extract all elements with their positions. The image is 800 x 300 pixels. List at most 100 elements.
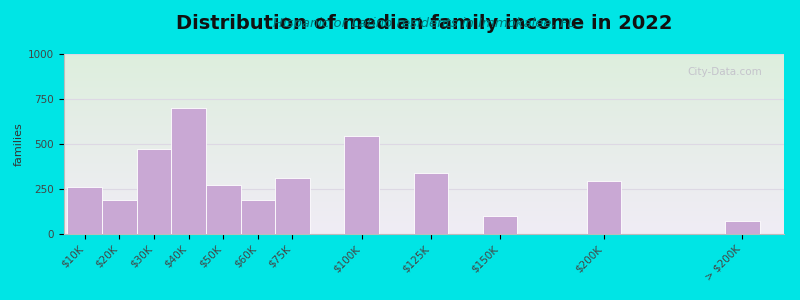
Bar [64, 157, 784, 158]
Bar [64, 179, 784, 180]
Bar [275, 178, 310, 234]
Bar [64, 174, 784, 175]
Bar [64, 226, 784, 227]
Bar [64, 76, 784, 77]
Bar [64, 64, 784, 65]
Bar [64, 213, 784, 214]
Bar [64, 194, 784, 195]
Bar [64, 199, 784, 200]
Bar [64, 99, 784, 100]
Bar [64, 229, 784, 230]
Bar [64, 69, 784, 70]
Bar [64, 220, 784, 221]
Bar [64, 82, 784, 83]
Bar [64, 141, 784, 142]
Bar [64, 209, 784, 210]
Bar [64, 130, 784, 131]
Bar [64, 75, 784, 76]
Bar [64, 73, 784, 74]
Bar [64, 200, 784, 201]
Bar [64, 97, 784, 98]
Bar [64, 107, 784, 108]
Bar [64, 201, 784, 202]
Bar [64, 128, 784, 129]
Bar [64, 178, 784, 179]
Bar [64, 66, 784, 67]
Bar [64, 121, 784, 122]
Bar [64, 85, 784, 86]
Bar [344, 136, 379, 234]
Bar [64, 106, 784, 107]
Bar [64, 167, 784, 168]
Bar [64, 188, 784, 189]
Bar [64, 193, 784, 194]
Text: Hispanic or Latino residents in Immokalee, FL: Hispanic or Latino residents in Immokale… [273, 17, 575, 30]
Bar [64, 58, 784, 59]
Bar [483, 216, 518, 234]
Bar [64, 210, 784, 211]
Bar [64, 202, 784, 203]
Bar [64, 231, 784, 232]
Bar [64, 86, 784, 87]
Bar [64, 206, 784, 207]
Bar [64, 63, 784, 64]
Bar [64, 152, 784, 153]
Bar [64, 147, 784, 148]
Bar [241, 200, 275, 234]
Bar [64, 100, 784, 101]
Bar [64, 219, 784, 220]
Bar [64, 60, 784, 61]
Y-axis label: families: families [14, 122, 24, 166]
Bar [64, 159, 784, 160]
Bar [64, 207, 784, 208]
Bar [64, 134, 784, 135]
Bar [64, 151, 784, 152]
Bar [64, 182, 784, 183]
Bar [64, 144, 784, 145]
Bar [64, 195, 784, 196]
Bar [64, 65, 784, 66]
Bar [64, 163, 784, 164]
Bar [64, 72, 784, 73]
Bar [64, 104, 784, 105]
Bar [64, 61, 784, 62]
Bar [64, 217, 784, 218]
Bar [64, 90, 784, 91]
Bar [64, 115, 784, 116]
Bar [64, 95, 784, 96]
Bar [64, 198, 784, 199]
Bar [64, 192, 784, 193]
Bar [64, 110, 784, 111]
Bar [64, 81, 784, 82]
Bar [64, 125, 784, 126]
Bar [171, 108, 206, 234]
Bar [64, 162, 784, 163]
Bar [64, 138, 784, 139]
Bar [64, 74, 784, 75]
Bar [64, 139, 784, 140]
Bar [725, 221, 760, 234]
Bar [64, 140, 784, 141]
Bar [64, 185, 784, 186]
Bar [64, 54, 784, 55]
Bar [64, 93, 784, 94]
Bar [64, 101, 784, 102]
Bar [64, 67, 784, 68]
Bar [64, 205, 784, 206]
Bar [64, 233, 784, 234]
Bar [64, 127, 784, 128]
Bar [64, 120, 784, 121]
Bar [64, 222, 784, 223]
Bar [64, 154, 784, 155]
Bar [64, 111, 784, 112]
Bar [64, 98, 784, 99]
Bar [64, 211, 784, 212]
Bar [64, 196, 784, 197]
Bar [64, 83, 784, 84]
Bar [64, 215, 784, 216]
Bar [64, 132, 784, 133]
Bar [64, 78, 784, 79]
Bar [64, 145, 784, 146]
Bar [64, 228, 784, 229]
Bar [64, 177, 784, 178]
